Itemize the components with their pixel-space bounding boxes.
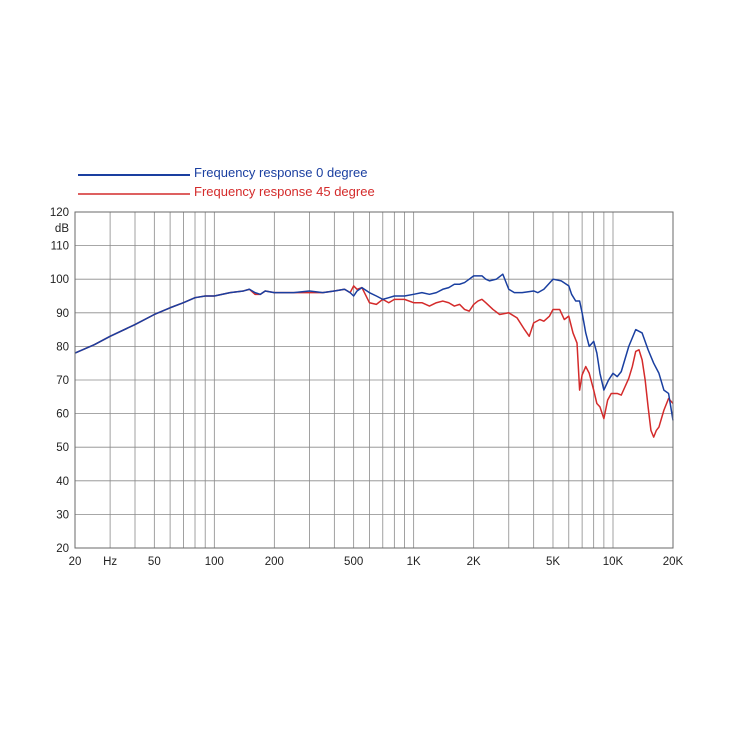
plot-frame (74, 211, 674, 549)
y-tick-label-20: 20 (56, 543, 69, 555)
y-tick-label-100: 100 (50, 274, 69, 286)
series-line-45-degree (74, 285, 674, 438)
y-tick-label-30: 30 (56, 509, 69, 521)
x-tick-label-2k: 2K (467, 556, 481, 568)
x-tick-label-1k: 1K (407, 556, 421, 568)
y-axis-unit-label: dB (55, 223, 69, 235)
x-tick-label-5k: 5K (546, 556, 560, 568)
x-tick-label-20: 20 (69, 556, 82, 568)
x-tick-label-hz: Hz (103, 556, 117, 568)
y-tick-label-40: 40 (56, 476, 69, 488)
x-tick-label-20k: 20K (663, 556, 684, 568)
y-tick-label-90: 90 (56, 308, 69, 320)
y-tick-label-60: 60 (56, 409, 69, 421)
grid (75, 212, 673, 548)
x-tick-label-200: 200 (265, 556, 284, 568)
y-tick-label-80: 80 (56, 341, 69, 353)
series-line-0-degree (74, 273, 674, 421)
legend-label-0-degree: Frequency response 0 degree (194, 165, 367, 180)
x-tick-label-10k: 10K (603, 556, 624, 568)
series-group (74, 273, 674, 438)
y-tick-label-110: 110 (51, 241, 69, 253)
y-tick-label-70: 70 (56, 375, 69, 387)
legend-label-45-degree: Frequency response 45 degree (194, 184, 375, 199)
axes: dB 20 30 40 50 60 70 80 90 100 110 120 20 Hz 50 100 200… (50, 207, 684, 568)
y-tick-label-50: 50 (56, 442, 69, 454)
x-tick-label-100: 100 (205, 556, 224, 568)
x-tick-label-500: 500 (344, 556, 363, 568)
x-tick-label-50: 50 (148, 556, 161, 568)
y-tick-label-120: 120 (50, 207, 69, 219)
legend: Frequency response 0 degree Frequency re… (78, 165, 375, 199)
